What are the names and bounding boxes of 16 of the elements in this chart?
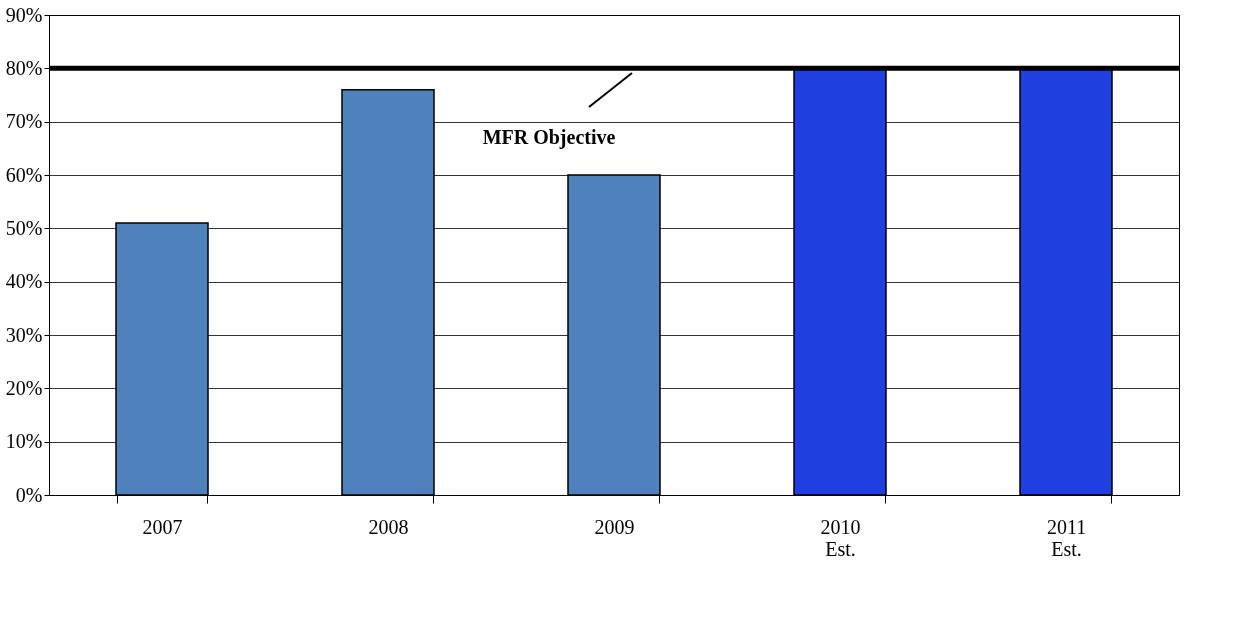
y-tick-label: 20% xyxy=(5,376,43,399)
x-tick-label: 2009 xyxy=(594,515,635,538)
y-tick-label: 50% xyxy=(5,216,43,239)
legend-label: MFR Objective xyxy=(482,126,616,150)
x-tick-label: 2011 Est. xyxy=(1046,515,1087,560)
y-tick-label: 40% xyxy=(5,270,43,293)
x-tick-label: 2008 xyxy=(368,515,409,538)
y-tick-label: 0% xyxy=(15,483,43,506)
x-tick-label: 2010 Est. xyxy=(820,515,861,560)
y-tick-label: 10% xyxy=(5,430,43,453)
y-tick-label: 80% xyxy=(5,56,43,79)
y-tick-label: 60% xyxy=(5,163,43,186)
y-tick-label: 90% xyxy=(5,3,43,26)
x-tick-label: 2007 xyxy=(142,515,183,538)
y-tick-label: 70% xyxy=(5,110,43,133)
y-tick-label: 30% xyxy=(5,323,43,346)
